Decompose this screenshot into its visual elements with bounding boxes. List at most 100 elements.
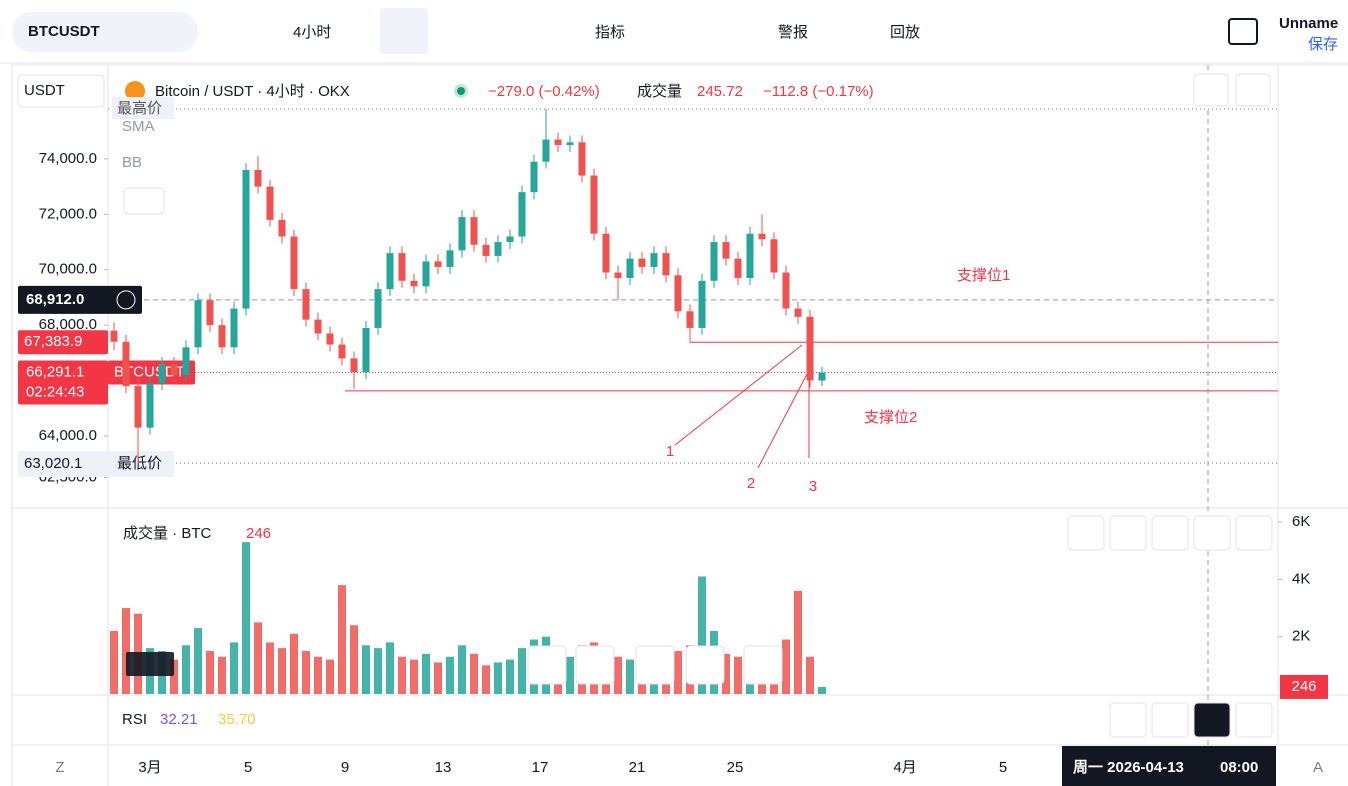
currency[interactable]: USDT: [24, 82, 65, 99]
pane-button[interactable]: [1109, 702, 1147, 738]
candle-body: [350, 358, 358, 373]
symbol-tag: BTCUSDT: [114, 363, 185, 380]
pane-button[interactable]: [1193, 702, 1231, 738]
candle-body: [662, 253, 670, 276]
pane-button[interactable]: [1235, 73, 1271, 107]
volume-title: 成交量 · BTC: [123, 524, 211, 542]
candle-body: [278, 219, 286, 237]
axis-button-a[interactable]: A: [1313, 759, 1323, 776]
candle-body: [110, 330, 118, 342]
low-price-bg: [18, 451, 174, 478]
nav-button[interactable]: [685, 645, 725, 685]
volume-bar: [218, 656, 226, 694]
rsi-ma-value: 35.70: [218, 711, 256, 728]
candle-body: [194, 300, 202, 348]
volume-bar: [110, 630, 118, 694]
candle-body: [566, 142, 574, 146]
pane-button[interactable]: [1151, 702, 1189, 738]
candle-body: [638, 258, 646, 267]
volume-bar: [446, 656, 454, 694]
y-tick-label: 64,000.0: [39, 427, 97, 444]
alert-button[interactable]: 警报: [778, 24, 808, 41]
annotation-label: 2: [747, 475, 755, 492]
collapse-button[interactable]: [123, 187, 165, 215]
volume-bar: [194, 628, 202, 694]
y-tick-label: 70,000.0: [39, 261, 97, 278]
add-button[interactable]: [116, 290, 136, 310]
candle-body: [578, 142, 586, 176]
crosshair-label-bg: [18, 285, 142, 314]
logo-mark: [126, 652, 174, 676]
pane-button[interactable]: [1109, 515, 1147, 551]
candle-body: [770, 239, 778, 273]
volume-bar: [302, 651, 310, 694]
candle-body: [734, 258, 742, 279]
rsi-title: RSI: [122, 711, 147, 728]
candle-body: [122, 341, 130, 387]
currency-select[interactable]: [17, 74, 105, 108]
volume-bar: [374, 648, 382, 694]
symbol-search[interactable]: [12, 12, 198, 52]
nav-button[interactable]: [575, 645, 615, 685]
volume-bar: [470, 653, 478, 694]
indicator-bb[interactable]: BB: [122, 154, 142, 171]
indicator-sma[interactable]: SMA: [122, 118, 155, 135]
candle-body: [674, 275, 682, 312]
volume-bar: [482, 665, 490, 694]
pane-button[interactable]: [1067, 515, 1105, 551]
volume-bar: [794, 590, 802, 694]
pane-button[interactable]: [1193, 73, 1229, 107]
volume-tick-label: 6K: [1292, 513, 1310, 530]
pane-button[interactable]: [1151, 515, 1189, 551]
volume-bar: [170, 659, 178, 694]
crosshair-date: 周一 2026-04-13: [1073, 759, 1184, 776]
volume-bar: [422, 653, 430, 694]
candle-body: [518, 192, 526, 237]
chart-type-button[interactable]: [380, 8, 428, 54]
pane-button[interactable]: [1235, 702, 1273, 738]
x-tick-label: 25: [727, 759, 744, 776]
candle-body: [410, 280, 418, 287]
interval[interactable]: 4小时: [293, 24, 331, 41]
pane-button[interactable]: [1235, 515, 1273, 551]
symbol[interactable]: BTCUSDT: [28, 23, 100, 40]
candle-body: [602, 233, 610, 273]
nav-button[interactable]: [635, 645, 675, 685]
candle-body: [158, 363, 166, 384]
crosshair-price: 68,912.0: [26, 291, 84, 308]
volume-bar: [458, 645, 466, 694]
candle-body: [362, 327, 370, 373]
volume-bar: [410, 659, 418, 694]
countdown: 02:24:43: [26, 383, 84, 400]
nav-button[interactable]: [743, 645, 783, 685]
high-label: 最高价: [117, 100, 162, 117]
replay-button[interactable]: 回放: [890, 24, 920, 41]
annotation-line: [674, 344, 803, 446]
layout-button[interactable]: [1228, 18, 1258, 45]
volume-bar: [386, 642, 394, 694]
volume-bar: [674, 651, 682, 694]
layout-name[interactable]: Unname: [1279, 15, 1338, 32]
pane-button[interactable]: [1193, 515, 1231, 551]
volume-bar: [230, 642, 238, 694]
x-tick-label: 21: [629, 759, 646, 776]
volume-bar: [698, 576, 706, 694]
volume-bar: [734, 656, 742, 694]
volume-last-tag: 246: [1291, 678, 1316, 695]
indicators-button[interactable]: 指标: [595, 24, 625, 41]
candle-body: [146, 383, 154, 428]
candle-body: [230, 308, 238, 348]
save-label[interactable]: 保存: [1308, 36, 1338, 53]
candle-body: [182, 347, 190, 376]
volume-bar: [278, 648, 286, 694]
axis-button-z[interactable]: Z: [55, 759, 64, 776]
volume-bar: [206, 651, 214, 694]
candle-body: [422, 261, 430, 287]
candle-body: [590, 175, 598, 234]
volume-bar: [782, 639, 790, 694]
candle-body: [542, 139, 550, 162]
nav-button[interactable]: [527, 645, 567, 685]
volume-change: −112.8 (−0.17%): [763, 83, 874, 100]
candle-body: [506, 236, 514, 243]
